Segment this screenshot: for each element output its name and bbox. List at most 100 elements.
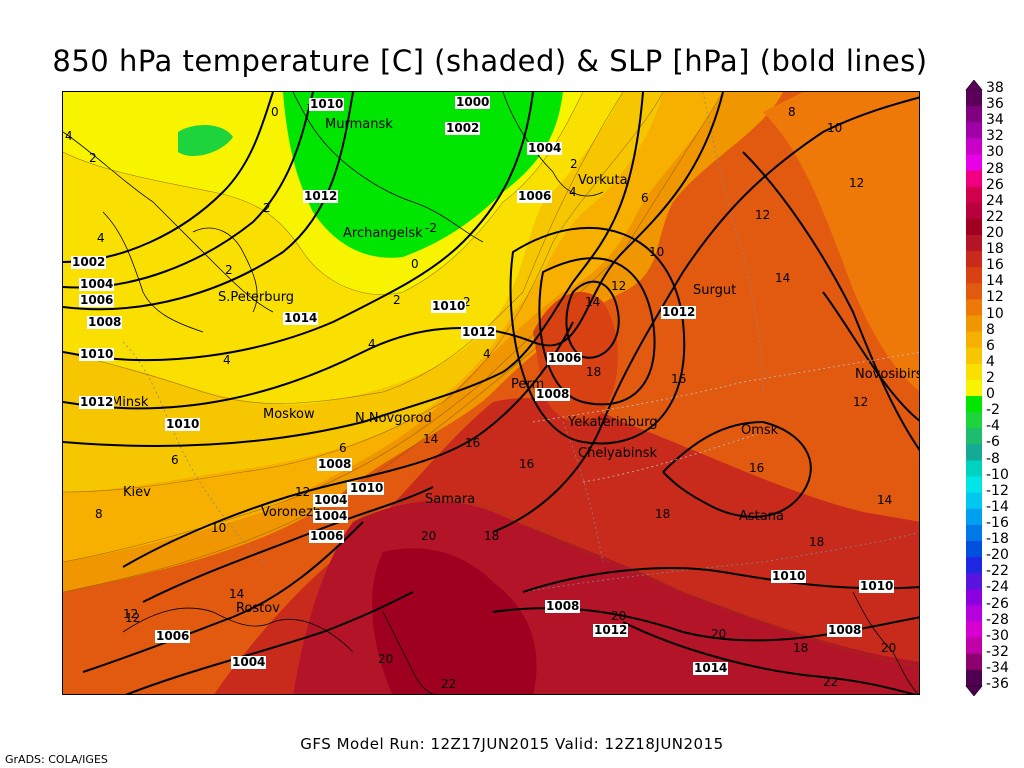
city-label: Voronezh (261, 505, 321, 520)
pressure-label: 1012 (461, 325, 497, 339)
temp-label: 16 (519, 457, 534, 471)
colorbar-top-arrow (965, 80, 983, 91)
colorbar-tick-label: 14 (986, 273, 1004, 290)
city-label: Rostov (236, 601, 280, 616)
pressure-label: 1012 (593, 623, 629, 637)
pressure-label: 1010 (349, 481, 385, 495)
temp-label: 20 (711, 627, 726, 641)
colorbar-swatch (966, 412, 982, 429)
colorbar-swatch (966, 299, 982, 317)
colorbar-swatch (966, 90, 982, 107)
temp-label: 2 (570, 157, 578, 171)
city-label: Archangelsk (343, 226, 423, 241)
colorbar-swatch (966, 331, 982, 349)
colorbar-swatch (966, 605, 982, 623)
temp-label: 0 (411, 257, 419, 271)
colorbar-swatch (966, 234, 982, 252)
colorbar-tick-label: -30 (986, 627, 1009, 644)
temp-label: 18 (655, 507, 670, 521)
colorbar-swatch (966, 460, 982, 478)
colorbar-swatch (966, 444, 982, 461)
colorbar-swatch (966, 589, 982, 606)
temp-label: 8 (95, 507, 103, 521)
pressure-label: 1004 (313, 493, 349, 507)
temp-label: 12 (755, 208, 770, 222)
temp-label: 16 (749, 461, 764, 475)
colorbar-tick-label: -32 (986, 643, 1009, 660)
colorbar-swatch (966, 154, 982, 172)
pressure-label: 1004 (313, 509, 349, 523)
colorbar-tick-label: 32 (986, 128, 1004, 145)
city-label: Astana (739, 509, 784, 524)
colorbar-swatch (966, 122, 982, 139)
pressure-label: 1012 (79, 395, 115, 409)
temp-label: 4 (97, 231, 105, 245)
temp-label: 18 (484, 529, 499, 543)
colorbar-swatch (966, 170, 982, 188)
city-label: Samara (425, 492, 475, 507)
colorbar-swatch (966, 492, 982, 510)
shade-22-24 (372, 548, 537, 694)
temp-label: 0 (271, 105, 279, 119)
pressure-label: 1004 (79, 277, 115, 291)
pressure-label: 1008 (827, 623, 863, 637)
temp-label: 18 (793, 641, 808, 655)
temp-label: 14 (423, 432, 438, 446)
slp-isobars (63, 92, 919, 694)
city-label: S.Peterburg (218, 290, 294, 305)
temp-label: 12 (295, 485, 310, 499)
temp-label: 2 (463, 295, 471, 309)
temp-label: 2 (263, 201, 271, 215)
pressure-label: 1006 (155, 629, 191, 643)
map-panel: Murmansk Vorkuta Archangelsk S.Peterburg… (62, 91, 920, 695)
temp-label: 10 (827, 121, 842, 135)
colorbar-tick-label: -16 (986, 514, 1009, 531)
temp-label: 18 (809, 535, 824, 549)
pressure-label: 1014 (283, 311, 319, 325)
colorbar-tick-label: -4 (986, 418, 1000, 435)
pressure-label: 1008 (535, 387, 571, 401)
colorbar-swatch (966, 557, 982, 574)
colorbar-tick-label: 30 (986, 144, 1004, 161)
colorbar-tick-label: 6 (986, 337, 995, 354)
temperature-labels: -2 0 2 4 2 2 4 -2 0 2 4 6 10 12 14 16 18… (65, 97, 896, 691)
temp-label: 12 (125, 611, 140, 625)
colorbar-tick-label: -14 (986, 498, 1009, 515)
colorbar-swatch (966, 363, 982, 381)
city-label: Omsk (741, 423, 779, 438)
city-label: N.Novgorod (355, 411, 432, 426)
colorbar-tick-label: -6 (986, 434, 1000, 451)
temp-label: 10 (649, 245, 664, 259)
colorbar-swatch (966, 218, 982, 236)
colorbar-swatch (966, 106, 982, 123)
colorbar-tick-label: 8 (986, 321, 995, 338)
colorbar-tick-label: 0 (986, 386, 995, 403)
temp-label: 14 (775, 271, 790, 285)
pressure-label: 1014 (693, 661, 729, 675)
colorbar-swatch (966, 653, 982, 671)
colorbar-swatch (966, 186, 982, 204)
pressure-label: 1012 (303, 189, 339, 203)
temp-label: 4 (569, 185, 577, 199)
colorbar-tick-label: 12 (986, 289, 1004, 306)
colorbar-swatch (966, 476, 982, 494)
city-labels: Murmansk Vorkuta Archangelsk S.Peterburg… (111, 117, 919, 616)
coastlines (63, 92, 919, 694)
pressure-label: 1008 (545, 599, 581, 613)
colorbar-swatch (966, 283, 982, 300)
pressure-label: 1010 (79, 347, 115, 361)
temp-label: -2 (425, 221, 437, 235)
city-label: Minsk (111, 395, 149, 410)
colorbar-tick-label: 22 (986, 208, 1004, 225)
temp-label: 18 (586, 365, 601, 379)
temp-label: 2 (89, 151, 97, 165)
colorbar-tick-label: 18 (986, 241, 1004, 258)
temp-label: 4 (483, 347, 491, 361)
pressure-label: 1004 (527, 141, 563, 155)
colorbar-swatch (966, 315, 982, 333)
city-label: Yekaterinburg (567, 415, 658, 430)
shade-below-0 (283, 92, 563, 258)
colorbar-tick-label: -28 (986, 611, 1009, 628)
colorbar-tick-label: 20 (986, 225, 1004, 241)
colorbar (965, 80, 983, 696)
